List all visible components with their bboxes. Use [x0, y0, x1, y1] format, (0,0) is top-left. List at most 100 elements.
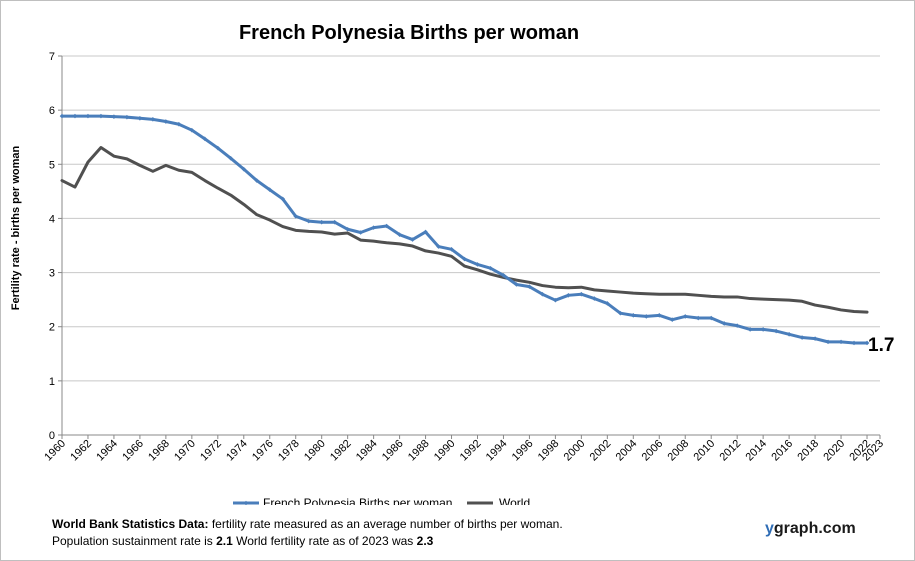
data-point [436, 244, 441, 249]
data-point [241, 166, 247, 172]
data-point [124, 114, 130, 120]
y-tick-label: 1 [49, 376, 55, 388]
data-point [319, 219, 324, 225]
data-point [280, 196, 286, 202]
x-tick-label: 1968 [146, 438, 172, 464]
data-point [345, 226, 350, 232]
y-tick-labels: 0 1 2 3 4 5 6 7 [49, 51, 55, 442]
x-tick-label: 1994 [484, 438, 510, 464]
legend: French Polynesia Births per woman World [233, 496, 530, 505]
footer-source: World Bank Statistics Data: [52, 517, 209, 531]
data-point [618, 310, 623, 316]
data-point [669, 317, 675, 322]
x-tick-label: 1962 [68, 438, 94, 464]
x-tick-label: 1988 [406, 438, 432, 464]
brand-logo-text: graph.com [773, 520, 856, 537]
data-point [501, 272, 506, 278]
data-point [592, 296, 597, 301]
legend-marker [243, 500, 249, 505]
x-tick-label: 1990 [432, 438, 458, 464]
data-point [708, 315, 714, 321]
data-point [773, 328, 779, 334]
data-point [812, 336, 818, 341]
legend-label-0: French Polynesia Births per woman [263, 496, 452, 505]
data-point [85, 113, 91, 119]
footer-sustainment-label: Population sustainment rate is [52, 534, 217, 548]
x-tick-label: 2012 [717, 438, 743, 464]
x-tick-label: 1976 [250, 438, 276, 464]
legend-label-1: World [499, 496, 530, 505]
x-tick-label: 2010 [692, 438, 718, 464]
series-lines [59, 113, 870, 346]
x-tick-label: 1970 [172, 438, 198, 464]
x-tick-label: 1996 [510, 438, 536, 464]
data-point [605, 301, 610, 306]
data-point [384, 223, 389, 229]
x-tick-label: 1978 [276, 438, 302, 464]
data-point [579, 291, 584, 297]
data-point [695, 315, 701, 321]
x-tick-label: 1960 [42, 438, 68, 464]
data-point [111, 114, 117, 119]
data-point [799, 335, 805, 340]
data-point [851, 340, 857, 346]
y-tick-label: 0 [49, 430, 55, 442]
brand-logo[interactable]: ygraph.com [765, 520, 856, 538]
x-tick-label: 1966 [120, 438, 146, 464]
data-point [293, 213, 299, 219]
x-tick-label: 2014 [743, 438, 769, 464]
x-tick-label: 1982 [328, 438, 354, 464]
data-point [176, 121, 182, 127]
gridlines [62, 55, 880, 382]
x-tick-label: 1986 [380, 438, 406, 464]
data-point [371, 225, 376, 230]
footer-sustainment-value: 2.1 [216, 534, 233, 548]
chart-title: French Polynesia Births per woman [239, 22, 579, 44]
data-point [864, 340, 870, 346]
x-tick-label: 1974 [224, 438, 250, 464]
x-tick-label: 2018 [795, 438, 821, 464]
data-point [358, 230, 363, 235]
data-point [449, 246, 454, 252]
data-point [656, 313, 662, 318]
data-point [137, 115, 143, 121]
data-point [267, 187, 273, 193]
footer-note: World Bank Statistics Data: fertility ra… [52, 516, 563, 550]
footer-line-1: World Bank Statistics Data: fertility ra… [52, 516, 563, 533]
data-point [553, 297, 558, 303]
data-point [566, 293, 571, 298]
y-tick-label: 6 [49, 105, 55, 117]
data-point [397, 232, 402, 237]
end-value-label: 1.7 [868, 335, 894, 356]
y-tick-label: 7 [49, 51, 55, 63]
series-line-1 [60, 146, 869, 314]
data-point [98, 113, 104, 119]
data-point [527, 284, 532, 289]
data-point [825, 339, 831, 345]
data-point [150, 117, 156, 122]
data-point [540, 291, 545, 297]
data-point [475, 262, 480, 267]
y-tick-label: 3 [49, 268, 55, 280]
x-tick-label: 2016 [769, 438, 795, 464]
y-tick-label: 2 [49, 322, 55, 334]
y-tick-label: 4 [49, 213, 55, 225]
data-point [682, 314, 688, 319]
x-tick-label: 1984 [354, 438, 380, 464]
data-point [423, 229, 428, 235]
data-point [721, 321, 727, 326]
x-tick-label: 1972 [198, 438, 224, 464]
x-tick-label: 2000 [562, 438, 588, 464]
footer-line-2: Population sustainment rate is 2.1 World… [52, 533, 563, 550]
x-tick-label: 1992 [458, 438, 484, 464]
data-point [734, 323, 740, 328]
data-point [59, 113, 65, 119]
data-point [514, 282, 519, 287]
x-tick-label: 1964 [94, 438, 120, 464]
data-point [786, 331, 792, 337]
data-point [163, 119, 169, 124]
series-line-0 [60, 114, 869, 345]
data-point [254, 178, 260, 183]
y-tick-label: 5 [49, 159, 55, 171]
